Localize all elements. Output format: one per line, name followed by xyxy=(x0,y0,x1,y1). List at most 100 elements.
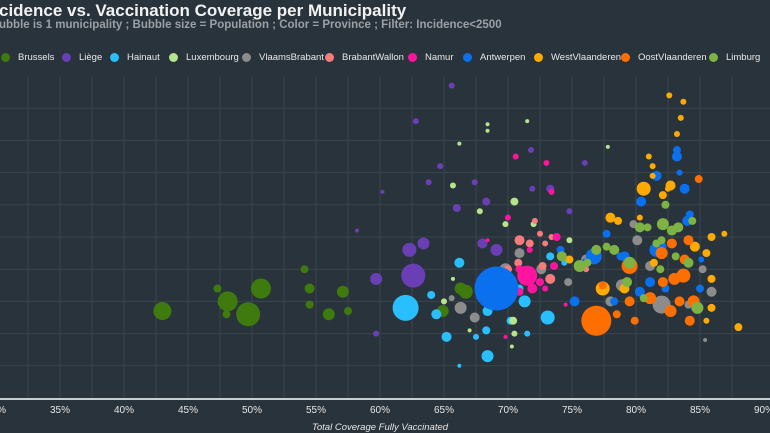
bubble-namur xyxy=(543,159,550,166)
bubble-oostvlaanderen xyxy=(674,296,685,307)
legend-label: VlaamsBrabant xyxy=(259,51,324,63)
bubble-brabantwallon xyxy=(514,235,525,246)
bubble-oostvlaanderen xyxy=(655,247,668,260)
bubble-luxembourg xyxy=(457,141,462,146)
legend-label: WestVlaanderen xyxy=(551,51,622,63)
bubble-oostvlaanderen xyxy=(694,175,703,184)
legend-item-westvlaanderen[interactable]: WestVlaanderen xyxy=(534,51,621,63)
bubble-westvlaanderen xyxy=(636,214,643,221)
bubble-westvlaanderen xyxy=(680,98,687,105)
bubble-westvlaanderen xyxy=(734,323,743,332)
bubble-limburg xyxy=(683,257,694,268)
bubble-namur xyxy=(505,214,511,221)
bubble-vlaamsbrabant xyxy=(448,295,455,302)
bubble-liège xyxy=(490,243,503,256)
legend-item-oostvlaanderen[interactable]: OostVlaanderen xyxy=(621,51,707,63)
bubble-oostvlaanderen xyxy=(676,268,691,283)
bubble-limburg xyxy=(602,242,611,251)
x-tick-label: 55% xyxy=(306,405,326,416)
bubble-antwerpen xyxy=(679,183,690,194)
legend-label: OostVlaanderen xyxy=(638,51,707,63)
bubble-limburg xyxy=(634,222,645,233)
x-tick-label: 85% xyxy=(690,405,710,416)
bubble-oostvlaanderen xyxy=(583,309,594,320)
bubble-vlaamsbrabant xyxy=(514,248,525,259)
bubble-liège xyxy=(370,272,383,285)
bubble-westvlaanderen xyxy=(649,258,658,267)
bubble-limburg xyxy=(673,222,684,233)
bubble-brussels xyxy=(304,283,315,294)
bubble-luxembourg xyxy=(525,119,530,124)
bubble-liège xyxy=(529,185,536,192)
bubble-liège xyxy=(448,82,455,89)
bubble-limburg xyxy=(688,216,697,225)
bubble-limburg xyxy=(691,301,704,314)
bubble-namur xyxy=(526,246,533,253)
bubble-luxembourg xyxy=(449,182,456,189)
bubble-namur xyxy=(536,278,544,287)
bubble-westvlaanderen xyxy=(703,317,710,324)
bubble-limburg xyxy=(661,200,670,209)
bubble-limburg xyxy=(591,244,602,255)
bubble-oostvlaanderen xyxy=(657,277,668,288)
bubble-limburg xyxy=(643,223,652,232)
legend-item-vlaamsbrabant[interactable]: VlaamsBrabant xyxy=(242,51,324,63)
legend-dot-icon xyxy=(463,52,472,62)
bubble-liège xyxy=(566,208,573,215)
bubble-oostvlaanderen xyxy=(664,305,677,318)
legend-item-namur[interactable]: Namur xyxy=(408,51,454,63)
legend-label: Hainaut xyxy=(127,51,160,63)
bubble-liège xyxy=(528,147,535,154)
legend-label: Limburg xyxy=(726,51,761,63)
bubble-limburg xyxy=(623,256,636,269)
bubble-brussels xyxy=(322,308,335,321)
bubble-antwerpen xyxy=(698,256,705,263)
bubble-liège xyxy=(380,189,385,194)
bubble-brabantwallon xyxy=(545,273,556,284)
bubble-luxembourg xyxy=(509,316,518,325)
bubble-liège xyxy=(417,237,430,250)
x-tick-label: 90% xyxy=(754,405,770,416)
bubble-hainaut xyxy=(524,330,531,337)
bubble-liège xyxy=(482,197,491,206)
legend-label: Namur xyxy=(425,51,454,63)
bubble-westvlaanderen xyxy=(649,163,656,170)
legend-item-brabantwallon[interactable]: BrabantWallon xyxy=(325,51,404,63)
legend-dot-icon xyxy=(62,52,71,62)
legend-item-liège[interactable]: Liège xyxy=(62,51,102,63)
legend-item-hainaut[interactable]: Hainaut xyxy=(110,51,160,63)
bubble-vlaamsbrabant xyxy=(454,301,467,314)
bubble-brabantwallon xyxy=(531,217,538,224)
bubble-vlaamsbrabant xyxy=(469,312,480,323)
bubble-luxembourg xyxy=(485,128,490,133)
bubble-antwerpen xyxy=(634,286,645,297)
bubble-brussels xyxy=(344,307,352,316)
bubble-luxembourg xyxy=(485,122,490,127)
legend-dot-icon xyxy=(408,52,417,62)
bubble-oostvlaanderen xyxy=(612,310,621,319)
bubble-oostvlaanderen xyxy=(624,296,635,307)
x-tick-label: 45% xyxy=(178,405,198,416)
legend-item-antwerpen[interactable]: Antwerpen xyxy=(463,51,525,63)
bubble-hainaut xyxy=(427,290,436,299)
bubble-westvlaanderen xyxy=(565,255,574,264)
legend-item-luxembourg[interactable]: Luxembourg xyxy=(169,51,239,63)
x-tick-label: 30% xyxy=(0,405,6,416)
bubble-hainaut xyxy=(441,331,452,342)
legend-item-brussels[interactable]: Brussels xyxy=(1,51,54,63)
bubble-brussels xyxy=(336,285,349,298)
bubble-westvlaanderen xyxy=(689,241,700,252)
legend-dot-icon xyxy=(1,52,10,62)
legend-item-limburg[interactable]: Limburg xyxy=(709,51,760,63)
bubble-antwerpen xyxy=(636,196,647,207)
bubble-namur xyxy=(563,302,568,307)
bubble-luxembourg xyxy=(605,144,610,149)
bubble-brussels xyxy=(250,278,271,299)
x-axis-title: Total Coverage Fully Vaccinated xyxy=(312,422,449,433)
bubble-westvlaanderen xyxy=(707,274,716,283)
bubble-brussels xyxy=(222,310,231,319)
bubble-limburg xyxy=(656,265,665,274)
bubble-luxembourg xyxy=(467,328,472,333)
bubble-vlaamsbrabant xyxy=(703,338,708,343)
bubble-antwerpen xyxy=(645,277,656,288)
